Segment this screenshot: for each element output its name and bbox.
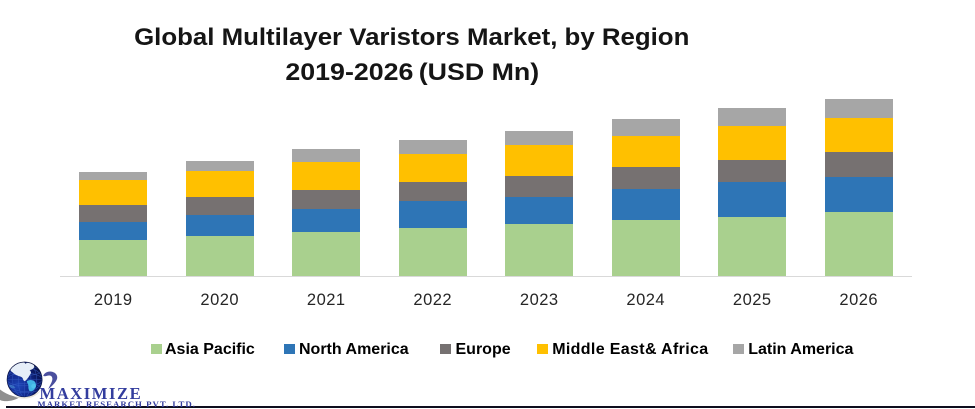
svg-text:MARKET RESEARCH PVT. LTD.: MARKET RESEARCH PVT. LTD. (37, 399, 196, 409)
svg-text:MAXIMIZE: MAXIMIZE (40, 384, 143, 403)
